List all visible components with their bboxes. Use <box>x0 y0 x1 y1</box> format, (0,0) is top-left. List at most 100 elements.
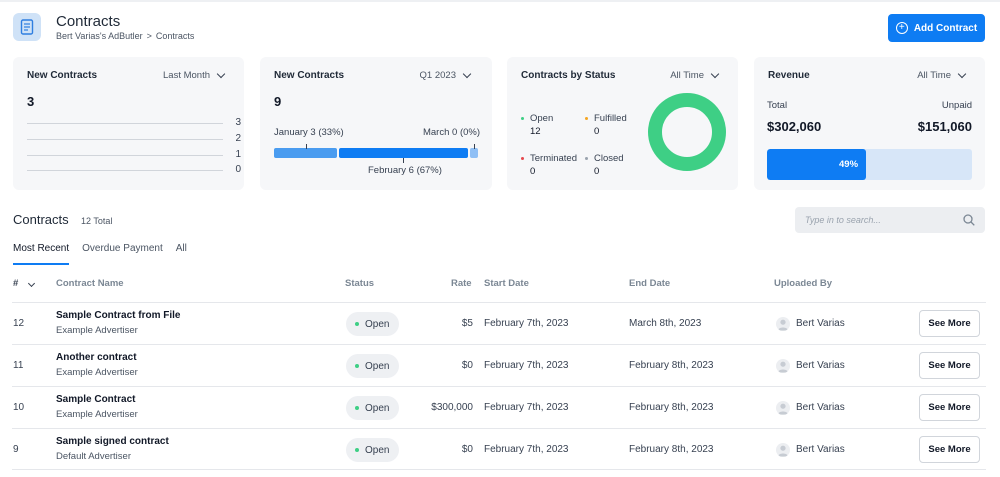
status-period-value: All Time <box>670 70 704 81</box>
status-dot <box>355 364 359 368</box>
revenue-progress-fill: 49% <box>767 149 866 180</box>
status-fulfilled: Fulfilled 0 <box>585 113 627 137</box>
breadcrumb: Bert Varias's AdButler > Contracts <box>56 31 198 41</box>
status-dot <box>521 156 524 160</box>
rate-value: $0 <box>461 444 473 455</box>
contracts-section-title: Contracts <box>13 212 69 227</box>
monthly-split-bar <box>274 148 478 158</box>
quarter-filter-value: Q1 2023 <box>419 70 456 81</box>
end-date-header[interactable]: End Date <box>629 278 671 289</box>
new-contracts-count: 3 <box>27 94 35 109</box>
rate-header[interactable]: Rate <box>451 278 472 289</box>
contract-name[interactable]: Sample Contract from File <box>56 310 181 321</box>
advertiser-name: Example Advertiser <box>56 367 138 378</box>
status-open: Open 12 <box>521 113 553 137</box>
see-more-button[interactable]: See More <box>919 352 980 379</box>
status-dot <box>355 406 359 410</box>
row-number: 12 <box>13 318 25 329</box>
new-contracts-month-card: New Contracts Last Month 3 3 2 1 0 <box>13 57 244 190</box>
rate-value: $300,000 <box>431 402 473 413</box>
chevron-down-icon <box>462 69 472 79</box>
quarter-filter-dropdown[interactable]: Q1 2023 <box>419 69 472 81</box>
split-segment-february <box>339 148 468 158</box>
user-icon <box>778 445 788 457</box>
status-closed: Closed 0 <box>585 153 624 177</box>
table-row[interactable]: 11 Another contract Example Advertiser O… <box>12 344 986 386</box>
contracts-total-count: 12 Total <box>81 216 113 226</box>
contract-name[interactable]: Another contract <box>56 352 137 363</box>
table-row[interactable]: 9 Sample signed contract Default Adverti… <box>12 428 986 470</box>
start-date-header[interactable]: Start Date <box>484 278 529 289</box>
chart-tick-label: 2 <box>235 133 241 144</box>
uploader-name: Bert Varias <box>796 444 845 455</box>
user-icon <box>778 319 788 331</box>
chevron-down-icon <box>957 69 967 79</box>
search-icon[interactable] <box>963 214 975 226</box>
status-count: 12 <box>530 126 541 137</box>
status-label: Closed <box>594 153 624 164</box>
chevron-down-icon <box>710 69 720 79</box>
status-label: Open <box>530 113 554 124</box>
contract-name[interactable]: Sample signed contract <box>56 436 169 447</box>
split-segment-march <box>470 148 478 158</box>
see-more-button[interactable]: See More <box>919 310 980 337</box>
avatar <box>776 443 790 457</box>
revenue-card: Revenue All Time Total Unpaid $302,060 $… <box>754 57 985 190</box>
contracts-page-icon <box>13 13 41 41</box>
new-contracts-quarter-card: New Contracts Q1 2023 9 January 3 (33%) … <box>260 57 492 190</box>
revenue-period-dropdown[interactable]: All Time <box>917 69 967 81</box>
user-icon <box>778 361 788 373</box>
status-count: 0 <box>594 166 600 177</box>
chart-gridline: 2 <box>27 133 241 145</box>
uploader-name: Bert Varias <box>796 402 845 413</box>
january-tick <box>306 144 307 149</box>
breadcrumb-current: Contracts <box>155 31 195 41</box>
status-donut-chart <box>648 93 726 171</box>
february-tick <box>403 158 404 163</box>
chart-gridline: 3 <box>27 117 241 129</box>
status-period-dropdown[interactable]: All Time <box>670 69 720 81</box>
breadcrumb-account[interactable]: Bert Varias's AdButler <box>56 31 143 41</box>
sort-chevron-icon <box>27 279 35 288</box>
status-dot <box>355 448 359 452</box>
status-label: Fulfilled <box>594 113 627 124</box>
avatar <box>776 401 790 415</box>
uploaded-by-header[interactable]: Uploaded By <box>774 278 833 289</box>
advertiser-name: Example Advertiser <box>56 409 138 420</box>
tab-overdue-payment[interactable]: Overdue Payment <box>82 243 163 254</box>
chart-tick-label: 0 <box>235 164 241 175</box>
see-more-button[interactable]: See More <box>919 436 980 463</box>
document-icon <box>20 19 34 35</box>
chart-gridline: 0 <box>27 164 241 176</box>
search-input[interactable]: Type in to search... <box>795 207 985 233</box>
contract-name[interactable]: Sample Contract <box>56 394 136 405</box>
table-row[interactable]: 10 Sample Contract Example Advertiser Op… <box>12 386 986 428</box>
see-more-button[interactable]: See More <box>919 394 980 421</box>
status-header[interactable]: Status <box>345 278 375 289</box>
february-label: February 6 (67%) <box>368 165 442 176</box>
revenue-progress-bar: 49% <box>767 149 972 180</box>
tab-all[interactable]: All <box>175 243 187 254</box>
status-count: 0 <box>530 166 536 177</box>
status-label: Terminated <box>530 153 577 164</box>
tab-most-recent[interactable]: Most Recent <box>13 243 70 265</box>
card-title: New Contracts <box>27 70 98 81</box>
avatar <box>776 317 790 331</box>
table-row[interactable]: 12 Sample Contract from File Example Adv… <box>12 302 986 344</box>
rate-value: $0 <box>461 360 473 371</box>
uploader-name: Bert Varias <box>796 318 845 329</box>
period-filter-dropdown[interactable]: Last Month <box>163 69 226 81</box>
end-date: March 8th, 2023 <box>629 318 702 329</box>
status-badge: Open <box>346 354 400 378</box>
chevron-down-icon <box>216 69 226 79</box>
contract-name-header[interactable]: Contract Name <box>56 278 124 289</box>
add-contract-button[interactable]: + Add Contract <box>888 14 985 42</box>
page-title: Contracts <box>56 13 121 30</box>
quarter-contracts-count: 9 <box>274 94 282 109</box>
status-terminated: Terminated 0 <box>521 153 577 177</box>
status-text: Open <box>365 402 390 414</box>
uploader-name: Bert Varias <box>796 360 845 371</box>
user-icon <box>778 403 788 415</box>
sort-number-header[interactable]: # <box>13 278 35 289</box>
revenue-total-value: $302,060 <box>767 119 822 134</box>
